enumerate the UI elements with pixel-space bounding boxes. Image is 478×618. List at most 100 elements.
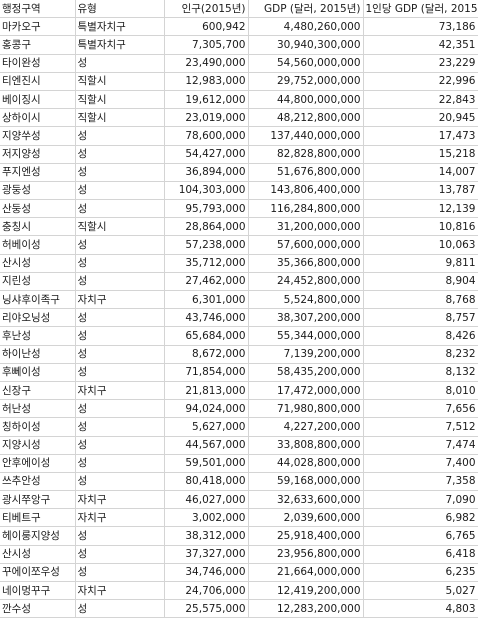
- cell-population: 19,612,000: [164, 90, 249, 110]
- cell-gdp-per-capita: 6,982: [363, 508, 478, 528]
- cell-population: 23,019,000: [164, 108, 249, 128]
- cell-type: 자치구: [75, 290, 165, 310]
- cell-gdp-per-capita: 4,803: [363, 599, 478, 618]
- cell-type: 직할시: [75, 72, 165, 91]
- cell-population: 54,427,000: [164, 145, 249, 164]
- cell-region: 후난성: [0, 326, 76, 346]
- table-row: 지양쑤성 성 78,600,000 137,440,000,000 17,473: [0, 126, 478, 146]
- cell-region: 지양시성: [0, 436, 76, 455]
- cell-gdp: 51,676,800,000: [248, 163, 364, 182]
- cell-gdp: 143,806,400,000: [248, 181, 364, 201]
- table-row: 저지양성 성 54,427,000 82,828,800,000 15,218: [0, 145, 478, 164]
- cell-region: 꾸에이쪼우성: [0, 563, 76, 583]
- cell-gdp: 17,472,000,000: [248, 381, 364, 401]
- cell-gdp-per-capita: 8,768: [363, 290, 478, 310]
- header-population: 인구(2015년): [164, 0, 249, 19]
- cell-population: 38,312,000: [164, 526, 249, 546]
- cell-population: 5,627,000: [164, 417, 249, 437]
- table-row: 충칭시 직할시 28,864,000 31,200,000,000 10,816: [0, 217, 478, 237]
- cell-region: 저지양성: [0, 145, 76, 164]
- cell-gdp: 12,419,200,000: [248, 581, 364, 601]
- table-row: 꾸에이쪼우성 성 34,746,000 21,664,000,000 6,235: [0, 563, 478, 583]
- table-row: 칭하이성 성 5,627,000 4,227,200,000 7,512: [0, 417, 478, 437]
- header-gdp: GDP (달러, 2015년): [248, 0, 364, 19]
- table-row: 허난성 성 94,024,000 71,980,800,000 7,656: [0, 399, 478, 419]
- cell-region: 산시성: [0, 545, 76, 564]
- cell-gdp-per-capita: 22,843: [363, 90, 478, 110]
- cell-region: 푸지엔성: [0, 163, 76, 182]
- cell-gdp-per-capita: 17,473: [363, 126, 478, 146]
- table-row: 광시쭈앙구 자치구 46,027,000 32,633,600,000 7,090: [0, 490, 478, 510]
- cell-population: 35,712,000: [164, 254, 249, 273]
- cell-region: 헤이룽지양성: [0, 526, 76, 546]
- table-row: 타이완성 성 23,490,000 54,560,000,000 23,229: [0, 54, 478, 73]
- cell-region: 신장구: [0, 381, 76, 401]
- cell-gdp: 5,524,800,000: [248, 290, 364, 310]
- table-row: 마카오구 특별자치구 600,942 4,480,260,000 73,186: [0, 17, 478, 37]
- cell-gdp-per-capita: 8,010: [363, 381, 478, 401]
- cell-gdp: 12,283,200,000: [248, 599, 364, 618]
- table-row: 광둥성 성 104,303,000 143,806,400,000 13,787: [0, 181, 478, 201]
- cell-gdp: 54,560,000,000: [248, 54, 364, 73]
- cell-gdp-per-capita: 8,232: [363, 345, 478, 364]
- table-row: 하이난성 성 8,672,000 7,139,200,000 8,232: [0, 345, 478, 364]
- table-row: 깐수성 성 25,575,000 12,283,200,000 4,803: [0, 599, 478, 618]
- cell-population: 34,746,000: [164, 563, 249, 583]
- cell-gdp: 55,344,000,000: [248, 326, 364, 346]
- cell-gdp: 48,212,800,000: [248, 108, 364, 128]
- cell-population: 600,942: [164, 17, 249, 37]
- cell-gdp: 23,956,800,000: [248, 545, 364, 564]
- cell-gdp-per-capita: 8,132: [363, 363, 478, 382]
- table-row: 베이징시 직할시 19,612,000 44,800,000,000 22,843: [0, 90, 478, 110]
- cell-type: 성: [75, 235, 165, 255]
- cell-gdp: 44,028,800,000: [248, 454, 364, 473]
- cell-type: 성: [75, 454, 165, 473]
- cell-gdp: 59,168,000,000: [248, 472, 364, 492]
- cell-gdp: 33,808,800,000: [248, 436, 364, 455]
- cell-type: 직할시: [75, 90, 165, 110]
- cell-gdp-per-capita: 6,418: [363, 545, 478, 564]
- table-row: 쓰추안성 성 80,418,000 59,168,000,000 7,358: [0, 472, 478, 492]
- header-gdp-per-capita: 1인당 GDP (달러, 2015년): [363, 0, 478, 19]
- table-row: 푸지엔성 성 36,894,000 51,676,800,000 14,007: [0, 163, 478, 182]
- cell-type: 성: [75, 345, 165, 364]
- cell-type: 성: [75, 126, 165, 146]
- cell-population: 24,706,000: [164, 581, 249, 601]
- cell-gdp-per-capita: 15,218: [363, 145, 478, 164]
- cell-region: 깐수성: [0, 599, 76, 618]
- cell-gdp: 57,600,000,000: [248, 235, 364, 255]
- table-row: 네이멍꾸구 자치구 24,706,000 12,419,200,000 5,027: [0, 581, 478, 601]
- cell-gdp-per-capita: 8,904: [363, 272, 478, 292]
- cell-type: 성: [75, 417, 165, 437]
- cell-region: 상하이시: [0, 108, 76, 128]
- cell-gdp: 82,828,800,000: [248, 145, 364, 164]
- cell-gdp-per-capita: 7,474: [363, 436, 478, 455]
- cell-type: 성: [75, 54, 165, 73]
- cell-type: 특별자치구: [75, 17, 165, 37]
- cell-gdp: 116,284,800,000: [248, 199, 364, 219]
- cell-population: 65,684,000: [164, 326, 249, 346]
- cell-gdp-per-capita: 7,512: [363, 417, 478, 437]
- cell-type: 성: [75, 563, 165, 583]
- cell-region: 칭하이성: [0, 417, 76, 437]
- cell-population: 8,672,000: [164, 345, 249, 364]
- cell-region: 티엔진시: [0, 72, 76, 91]
- cell-gdp-per-capita: 5,027: [363, 581, 478, 601]
- cell-gdp-per-capita: 7,656: [363, 399, 478, 419]
- cell-gdp: 29,752,000,000: [248, 72, 364, 91]
- cell-gdp: 44,800,000,000: [248, 90, 364, 110]
- header-region: 행정구역: [0, 0, 76, 19]
- header-row: 행정구역 유형 인구(2015년) GDP (달러, 2015년) 1인당 GD…: [0, 0, 478, 19]
- cell-region: 안후에이성: [0, 454, 76, 473]
- cell-gdp-per-capita: 23,229: [363, 54, 478, 73]
- table-row: 산시성 성 35,712,000 35,366,800,000 9,811: [0, 254, 478, 273]
- cell-type: 성: [75, 163, 165, 182]
- table-row: 산둥성 성 95,793,000 116,284,800,000 12,139: [0, 199, 478, 219]
- cell-region: 쓰추안성: [0, 472, 76, 492]
- cell-gdp-per-capita: 73,186: [363, 17, 478, 37]
- cell-gdp: 58,435,200,000: [248, 363, 364, 382]
- cell-population: 21,813,000: [164, 381, 249, 401]
- cell-type: 성: [75, 326, 165, 346]
- cell-region: 마카오구: [0, 17, 76, 37]
